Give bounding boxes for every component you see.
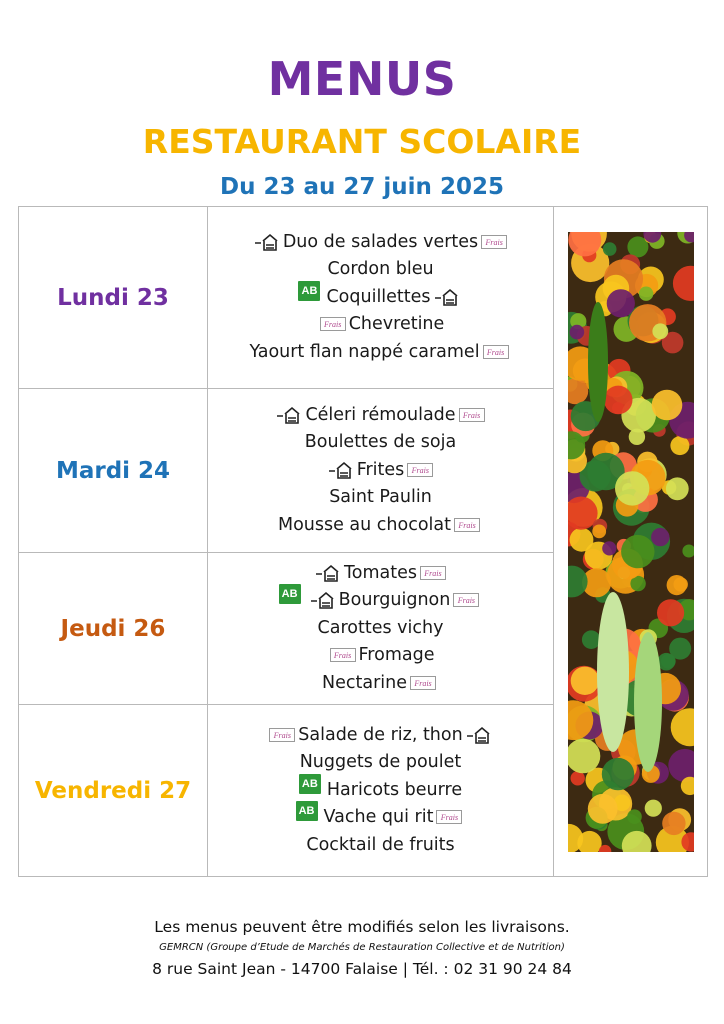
dish-name: Vache qui rit <box>323 807 434 828</box>
dish-name: Céleri rémoulade <box>305 404 456 425</box>
dish-name: Nectarine <box>322 672 407 693</box>
frais-icon: Frais <box>269 727 296 742</box>
vegetables-image-cell <box>553 206 708 877</box>
vegetables-image <box>567 231 694 852</box>
frais-icon: Frais <box>407 462 434 477</box>
frais-icon: Frais <box>319 317 346 332</box>
ab-bio-icon: AB <box>298 280 321 301</box>
ab-bio-icon: AB <box>298 773 321 794</box>
dish-name: Cocktail de fruits <box>306 834 455 855</box>
day-row: Mardi 24 Céleri rémoulade Frais Boulettes … <box>18 388 708 553</box>
dish-list: Frais Salade de riz, thon Nuggets de poule… <box>207 704 554 877</box>
page-subtitle: RESTAURANT SCOLAIRE <box>142 122 582 161</box>
dish-item: Mousse au chocolat Frais <box>208 512 553 540</box>
dish-name: Mousse au chocolat <box>277 514 452 535</box>
frais-icon: Frais <box>481 234 508 249</box>
frais-icon: Frais <box>329 648 356 663</box>
ab-bio-icon: AB <box>295 801 318 822</box>
dish-item: Carottes vichy <box>208 615 553 643</box>
day-label: Vendredi 27 <box>18 704 208 877</box>
house-icon <box>466 726 490 744</box>
dish-item: Céleri rémoulade Frais <box>208 402 553 430</box>
dish-item: AB Vache qui rit Frais <box>208 801 553 832</box>
frais-icon: Frais <box>436 810 463 825</box>
date-range: Du 23 au 27 juin 2025 <box>220 174 504 200</box>
dish-list: Duo de salades vertes Frais Cordon bleu AB C… <box>207 206 554 389</box>
frais-icon: Frais <box>453 593 480 608</box>
dish-name: Coquillettes <box>326 286 431 307</box>
dish-item: Saint Paulin <box>208 484 553 512</box>
dish-item: Frais Chevretine <box>208 311 553 339</box>
house-icon <box>254 233 278 251</box>
dish-item: Frites Frais <box>208 457 553 485</box>
day-row: Lundi 23 Duo de salades vertes Frais Cordo… <box>18 206 708 877</box>
footer-gemrcn: GEMRCN (Groupe d’Etude de Marchés de Res… <box>159 942 565 953</box>
dish-list: Tomates Frais AB Bourguignon Frais Carottes v… <box>207 552 554 705</box>
dish-item: Frais Salade de riz, thon <box>208 722 553 750</box>
dish-item: Frais Fromage <box>208 642 553 670</box>
footer-address: 8 rue Saint Jean - 14700 Falaise | Tél. … <box>152 960 572 978</box>
house-icon <box>316 564 339 582</box>
frais-icon: Frais <box>409 675 436 690</box>
dish-item: Cocktail de fruits <box>208 832 553 860</box>
day-row: Jeudi 26 Tomates Frais AB Bourguignon Frais C… <box>18 552 708 705</box>
dish-name: Chevretine <box>348 314 445 335</box>
footer-note: Les menus peuvent être modifiés selon le… <box>154 918 570 936</box>
dish-list: Céleri rémoulade Frais Boulettes de soja Fr… <box>207 388 554 553</box>
dish-item: Boulettes de soja <box>208 429 553 457</box>
day-label: Lundi 23 <box>18 206 208 389</box>
dish-name: Fromage <box>358 645 435 666</box>
dish-name: Tomates <box>344 562 417 583</box>
day-label: Mardi 24 <box>18 388 208 553</box>
dish-item: Tomates Frais <box>208 560 553 588</box>
dish-item: Cordon bleu <box>208 256 553 284</box>
dish-name: Duo de salades vertes <box>282 231 479 252</box>
dish-item: Nectarine Frais <box>208 670 553 698</box>
ab-bio-icon: AB <box>278 584 301 605</box>
page-title: MENUS <box>267 52 457 106</box>
dish-name: Saint Paulin <box>329 487 432 508</box>
dish-item: Nuggets de poulet <box>208 749 553 777</box>
dish-name: Frites <box>356 459 405 480</box>
dish-item: Yaourt flan nappé caramel Frais <box>208 339 553 367</box>
dish-item: AB Coquillettes <box>208 280 553 312</box>
dish-name: Salade de riz, thon <box>298 724 463 745</box>
dish-item: AB Haricots beurre <box>208 773 553 805</box>
house-icon <box>310 592 334 610</box>
day-label: Jeudi 26 <box>18 552 208 705</box>
frais-icon: Frais <box>482 344 509 359</box>
day-row: Vendredi 27 Frais Salade de riz, thon Nugg… <box>18 704 708 877</box>
dish-name: Carottes vichy <box>317 617 444 638</box>
dish-name: Cordon bleu <box>327 259 434 280</box>
frais-icon: Frais <box>454 517 481 532</box>
house-icon <box>328 461 352 479</box>
dish-item: Duo de salades vertes Frais <box>208 229 553 257</box>
dish-name: Haricots beurre <box>326 779 463 800</box>
dish-name: Boulettes de soja <box>304 432 457 453</box>
frais-icon: Frais <box>419 565 446 580</box>
dish-item: AB Bourguignon Frais <box>208 584 553 615</box>
dish-name: Bourguignon <box>338 590 451 611</box>
house-icon <box>277 406 300 424</box>
dish-name: Yaourt flan nappé caramel <box>249 341 480 362</box>
dish-name: Nuggets de poulet <box>299 752 462 773</box>
menu-table: Lundi 23 Duo de salades vertes Frais Cordo… <box>18 206 708 877</box>
frais-icon: Frais <box>458 407 485 422</box>
house-icon <box>434 288 458 306</box>
